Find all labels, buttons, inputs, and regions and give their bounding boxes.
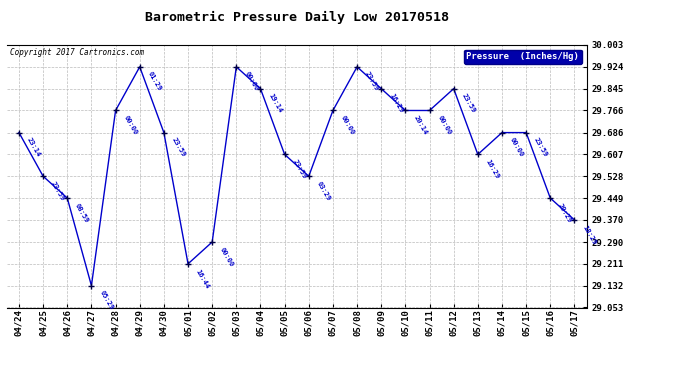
Text: 18:29: 18:29 [582,224,597,246]
Text: Copyright 2017 Cartronics.com: Copyright 2017 Cartronics.com [10,48,144,57]
Text: 20:29: 20:29 [558,202,573,223]
Text: 23:59: 23:59 [364,71,380,92]
Text: 03:29: 03:29 [316,180,331,202]
Text: 16:44: 16:44 [195,268,210,290]
Text: 23:59: 23:59 [461,93,476,114]
Text: 23:59: 23:59 [292,159,307,180]
Text: 05:29: 05:29 [99,290,114,311]
Text: 20:14: 20:14 [413,115,428,136]
Text: 23:59: 23:59 [533,137,549,158]
Text: 00:00: 00:00 [123,115,138,136]
Text: Barometric Pressure Daily Low 20170518: Barometric Pressure Daily Low 20170518 [145,11,448,24]
Text: 00:00: 00:00 [437,115,452,136]
Text: 23:59: 23:59 [171,137,186,158]
Text: 23:14: 23:14 [26,137,41,158]
Text: 01:29: 01:29 [147,71,162,92]
Text: 00:00: 00:00 [509,137,524,158]
Text: 16:29: 16:29 [485,159,500,180]
Text: 23:59: 23:59 [50,180,66,202]
Text: 00:00: 00:00 [219,246,235,268]
Text: 08:59: 08:59 [75,202,90,223]
Text: 00:00: 00:00 [340,115,355,136]
Text: 00:00: 00:00 [244,71,259,92]
Legend: Pressure  (Inches/Hg): Pressure (Inches/Hg) [464,50,582,64]
Text: 19:14: 19:14 [268,93,283,114]
Text: 16:29: 16:29 [388,93,404,114]
